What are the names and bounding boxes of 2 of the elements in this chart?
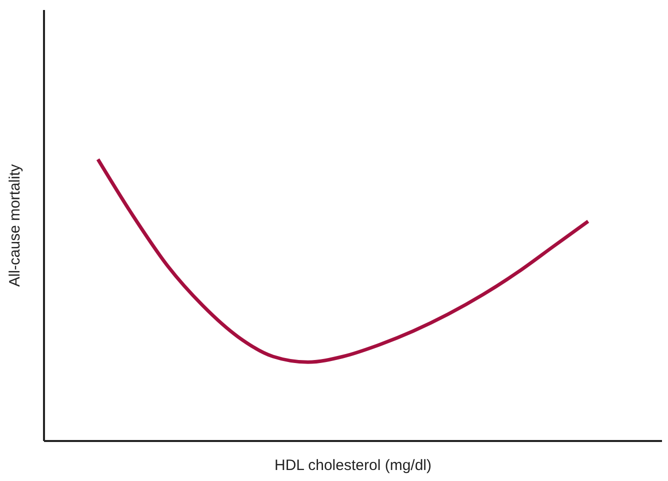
x-axis-title: HDL cholesterol (mg/dl)	[274, 457, 432, 474]
y-axis-title: All-cause mortality	[6, 164, 24, 287]
